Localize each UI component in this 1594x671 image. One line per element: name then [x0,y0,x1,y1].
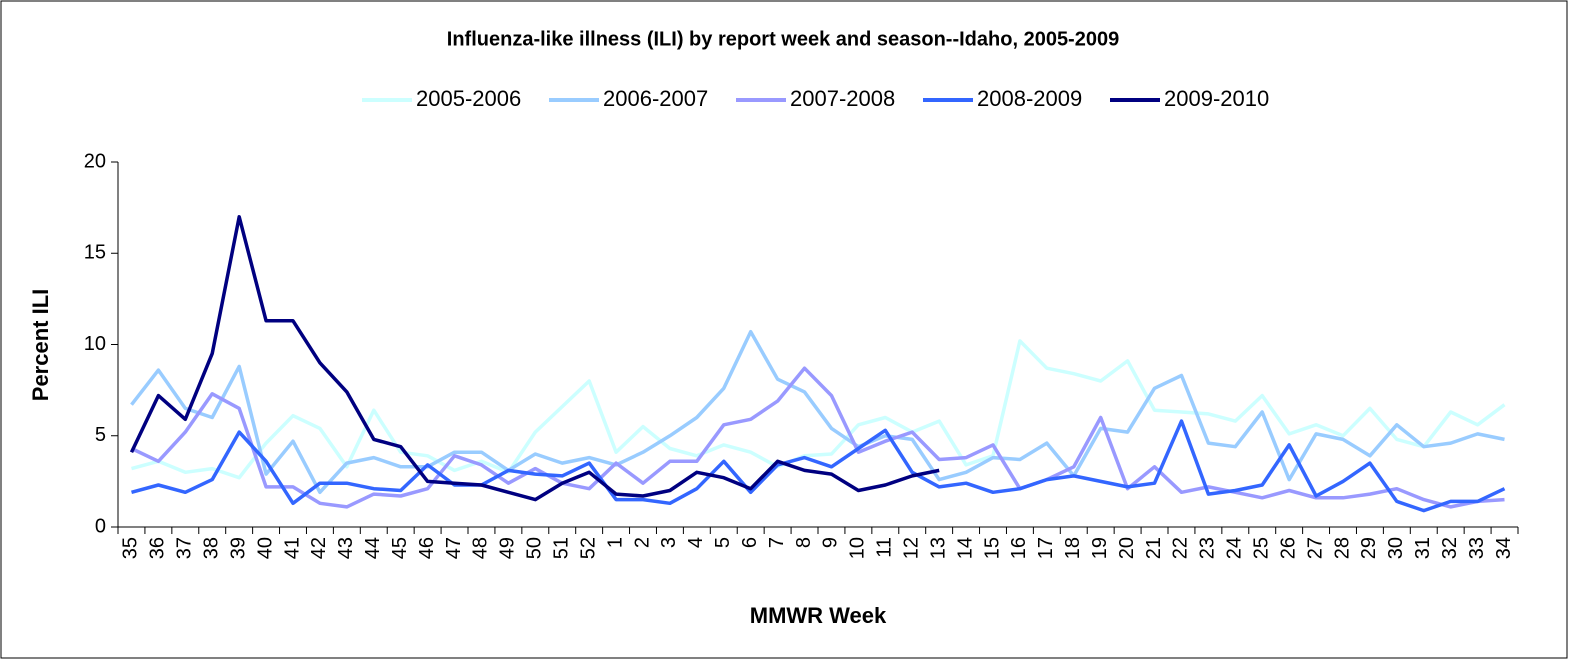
chart-title: Influenza-like illness (ILI) by report w… [447,28,1119,50]
y-tick-label: 0 [95,515,106,537]
x-tick-label: 43 [335,537,357,559]
series-line [131,419,1506,513]
series-line [131,339,1506,480]
legend-label: 2008-2009 [977,86,1082,111]
x-tick-label: 25 [1251,537,1273,559]
x-tick-label: 3 [658,537,680,548]
x-tick-label: 33 [1466,537,1488,559]
x-tick-label: 35 [120,537,142,559]
x-tick-label: 31 [1412,537,1434,559]
x-tick-label: 19 [1089,537,1111,559]
x-tick-label: 27 [1304,537,1326,559]
legend-label: 2007-2008 [790,86,895,111]
x-tick-label: 1 [604,537,626,548]
x-tick-label: 46 [416,537,438,559]
y-axis-label: Percent ILI [28,289,53,401]
x-tick-label: 13 [927,537,949,559]
x-tick-label: 8 [793,537,815,548]
x-tick-label: 11 [874,537,896,558]
legend-label: 2005-2006 [416,86,521,111]
x-tick-label: 28 [1331,537,1353,559]
x-tick-label: 12 [901,537,923,559]
series-line [130,329,1505,495]
x-tick-label: 5 [712,537,734,548]
x-tick-label: 15 [981,537,1003,559]
x-tick-label: 16 [1008,537,1030,559]
x-tick-label: 41 [281,537,303,559]
x-tick-label: 40 [254,537,276,559]
legend-label: 2009-2010 [1164,86,1269,111]
x-tick-label: 39 [227,537,249,559]
x-tick-label: 17 [1035,537,1057,559]
x-tick-label: 34 [1493,537,1515,559]
x-tick-label: 20 [1116,537,1138,559]
legend-label: 2006-2007 [603,86,708,111]
x-tick-label: 32 [1439,537,1461,559]
x-tick-label: 10 [847,537,869,559]
x-tick-label: 4 [685,537,707,548]
series-line [130,366,1505,509]
x-tick-label: 21 [1143,537,1165,559]
x-tick-label: 52 [577,537,599,559]
y-tick-label: 20 [84,150,106,172]
x-tick-label: 47 [443,537,465,559]
x-tick-label: 37 [174,537,196,559]
x-tick-label: 45 [389,537,411,559]
y-tick-label: 15 [84,242,106,264]
x-tick-label: 38 [201,537,223,559]
x-tick-label: 48 [470,537,492,559]
x-tick-label: 2 [631,537,653,548]
x-tick-label: 6 [739,537,761,548]
x-tick-label: 49 [497,537,519,559]
x-tick-label: 23 [1197,537,1219,559]
x-tick-label: 14 [954,537,976,559]
y-tick-label: 5 [95,424,106,446]
x-tick-label: 22 [1170,537,1192,559]
x-tick-label: 7 [766,537,788,548]
chart-frame [0,0,1568,659]
x-tick-label: 36 [147,537,169,559]
y-tick-label: 10 [84,333,106,355]
x-tick-label: 42 [308,537,330,559]
x-tick-label: 30 [1385,537,1407,559]
x-tick-label: 50 [524,537,546,559]
x-tick-label: 18 [1062,537,1084,559]
x-axis-label: MMWR Week [750,603,887,628]
x-tick-label: 44 [362,537,384,559]
series-line [129,215,940,502]
x-tick-label: 24 [1224,537,1246,559]
x-tick-label: 9 [820,537,842,548]
x-tick-label: 26 [1277,537,1299,559]
x-tick-label: 51 [551,537,573,559]
x-tick-label: 29 [1358,537,1380,559]
